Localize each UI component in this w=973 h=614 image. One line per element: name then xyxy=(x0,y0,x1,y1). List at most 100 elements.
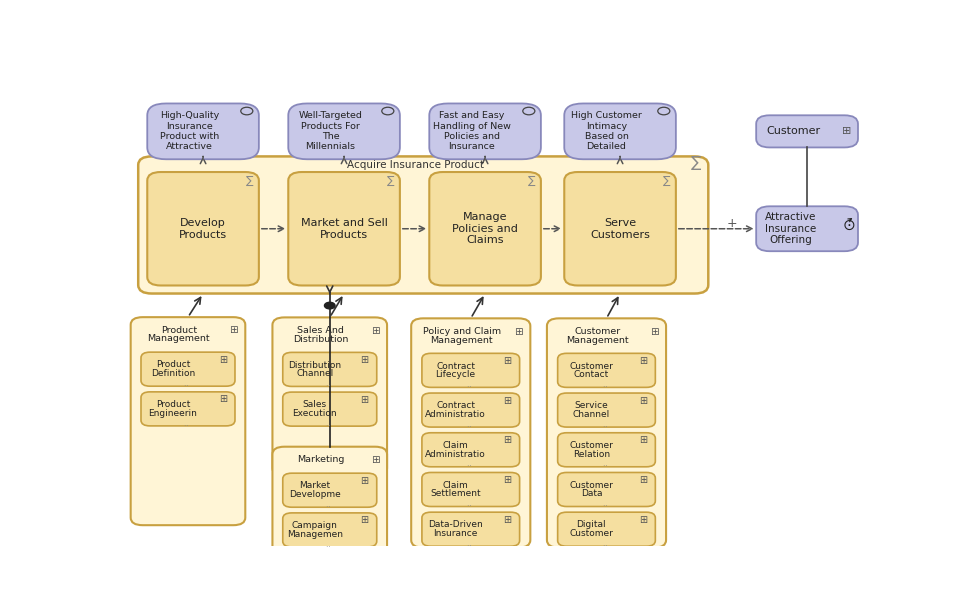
Text: ⊞: ⊞ xyxy=(503,435,512,445)
Text: ..: .. xyxy=(467,380,474,389)
Text: Relation: Relation xyxy=(573,449,610,459)
Text: ⊞: ⊞ xyxy=(219,355,227,365)
FancyBboxPatch shape xyxy=(756,206,858,251)
FancyBboxPatch shape xyxy=(147,104,259,159)
Text: ..: .. xyxy=(326,540,334,548)
Text: Market: Market xyxy=(299,481,330,491)
Text: ⊞: ⊞ xyxy=(503,515,512,525)
Circle shape xyxy=(324,302,335,309)
FancyBboxPatch shape xyxy=(283,352,377,386)
Text: ⊞: ⊞ xyxy=(639,475,647,485)
Text: Product: Product xyxy=(156,360,190,370)
Text: ⊞: ⊞ xyxy=(639,435,647,445)
Text: Claim: Claim xyxy=(443,481,469,490)
Text: ⊞: ⊞ xyxy=(229,325,237,335)
FancyBboxPatch shape xyxy=(558,512,656,546)
FancyBboxPatch shape xyxy=(756,115,858,147)
Text: Developme: Developme xyxy=(289,490,341,499)
Text: ..: .. xyxy=(185,419,192,427)
FancyBboxPatch shape xyxy=(558,472,656,507)
Text: ..: .. xyxy=(467,459,474,468)
Text: ⊞: ⊞ xyxy=(361,476,369,486)
Text: Campaign: Campaign xyxy=(292,521,338,530)
Text: ..: .. xyxy=(185,379,192,388)
Text: ∑: ∑ xyxy=(246,176,254,185)
Text: Administratio: Administratio xyxy=(425,449,486,459)
Text: Distribution: Distribution xyxy=(288,360,342,370)
FancyBboxPatch shape xyxy=(422,393,520,427)
Text: Digital: Digital xyxy=(577,521,606,529)
Text: High-Quality
Insurance
Product with
Attractive: High-Quality Insurance Product with Attr… xyxy=(160,111,219,152)
FancyBboxPatch shape xyxy=(147,172,259,286)
Text: Customer: Customer xyxy=(569,481,613,490)
Text: ..: .. xyxy=(603,380,610,389)
Text: ..: .. xyxy=(467,420,474,429)
FancyBboxPatch shape xyxy=(558,393,656,427)
FancyBboxPatch shape xyxy=(547,318,667,548)
FancyBboxPatch shape xyxy=(288,172,400,286)
Text: Engineerin: Engineerin xyxy=(149,409,198,418)
Text: High Customer
Intimacy
Based on
Detailed: High Customer Intimacy Based on Detailed xyxy=(571,111,642,152)
Text: ∑: ∑ xyxy=(663,176,670,185)
Text: Product: Product xyxy=(161,326,197,335)
Text: Contract: Contract xyxy=(436,362,475,371)
Text: ⊞: ⊞ xyxy=(639,515,647,525)
Text: ..: .. xyxy=(326,379,334,388)
FancyBboxPatch shape xyxy=(141,352,234,386)
Text: Sales And: Sales And xyxy=(298,326,344,335)
Text: ..: .. xyxy=(326,500,334,509)
FancyBboxPatch shape xyxy=(422,353,520,387)
Text: ⊞: ⊞ xyxy=(503,475,512,485)
Text: Lifecycle: Lifecycle xyxy=(436,370,476,379)
FancyBboxPatch shape xyxy=(422,472,520,507)
FancyBboxPatch shape xyxy=(288,104,400,159)
Text: Managemen: Managemen xyxy=(287,530,342,538)
Text: ⊞: ⊞ xyxy=(639,356,647,366)
Text: Contact: Contact xyxy=(574,370,609,379)
Text: Customer: Customer xyxy=(767,126,820,136)
FancyBboxPatch shape xyxy=(141,392,234,426)
Text: Serve
Customers: Serve Customers xyxy=(591,218,650,239)
Text: ..: .. xyxy=(603,459,610,468)
Text: ⊞: ⊞ xyxy=(503,356,512,366)
Text: Definition: Definition xyxy=(151,369,195,378)
Text: ..: .. xyxy=(603,539,610,548)
Text: ⊞: ⊞ xyxy=(842,126,851,136)
Text: ..: .. xyxy=(467,539,474,548)
Text: ..: .. xyxy=(467,499,474,508)
FancyBboxPatch shape xyxy=(564,104,676,159)
FancyBboxPatch shape xyxy=(130,317,245,525)
Text: ∑: ∑ xyxy=(691,155,702,170)
Text: Claim: Claim xyxy=(443,441,469,450)
Text: Distribution: Distribution xyxy=(293,335,348,344)
Text: Data: Data xyxy=(581,489,602,498)
Text: Customer: Customer xyxy=(569,529,613,538)
Text: Manage
Policies and
Claims: Manage Policies and Claims xyxy=(452,212,518,246)
FancyBboxPatch shape xyxy=(558,433,656,467)
Text: Customer: Customer xyxy=(569,362,613,371)
Text: Execution: Execution xyxy=(292,409,337,418)
Text: ..: .. xyxy=(326,419,334,428)
Text: Channel: Channel xyxy=(296,369,334,378)
Text: Service: Service xyxy=(574,402,608,410)
Text: ⊞: ⊞ xyxy=(503,395,512,406)
Text: ⊞: ⊞ xyxy=(361,355,369,365)
Text: Attractive
Insurance
Offering: Attractive Insurance Offering xyxy=(765,212,816,246)
FancyBboxPatch shape xyxy=(422,433,520,467)
FancyBboxPatch shape xyxy=(429,172,541,286)
Text: Management: Management xyxy=(148,335,210,343)
Text: Channel: Channel xyxy=(573,410,610,419)
Text: ⊞: ⊞ xyxy=(650,327,659,336)
Text: Customer: Customer xyxy=(569,441,613,450)
Text: Develop
Products: Develop Products xyxy=(179,218,227,239)
Text: ∑: ∑ xyxy=(387,176,395,185)
FancyBboxPatch shape xyxy=(283,392,377,426)
Text: ⊞: ⊞ xyxy=(361,516,369,526)
Text: Settlement: Settlement xyxy=(430,489,481,498)
Text: ⊞: ⊞ xyxy=(361,395,369,405)
Text: ⊞: ⊞ xyxy=(219,394,227,405)
Text: Customer: Customer xyxy=(574,327,621,336)
FancyBboxPatch shape xyxy=(283,473,377,507)
Text: Contract: Contract xyxy=(436,402,475,410)
Text: Management: Management xyxy=(566,336,629,344)
